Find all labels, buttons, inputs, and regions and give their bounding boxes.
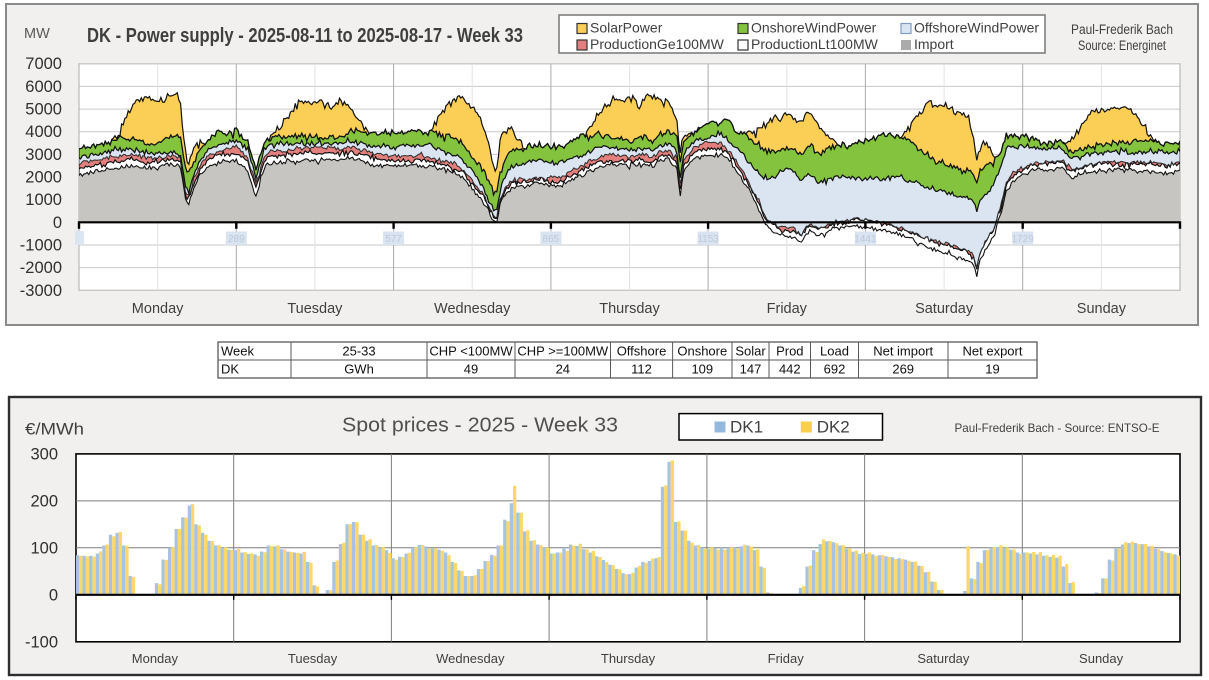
svg-text:4000: 4000 xyxy=(25,123,62,141)
svg-text:Load: Load xyxy=(820,344,849,359)
svg-text:Saturday: Saturday xyxy=(917,651,970,666)
svg-text:Prod: Prod xyxy=(776,344,803,359)
svg-text:25-33: 25-33 xyxy=(342,344,375,359)
svg-text:Tuesday: Tuesday xyxy=(288,651,338,666)
svg-text:Sunday: Sunday xyxy=(1079,651,1124,666)
svg-text:6000: 6000 xyxy=(25,78,62,96)
svg-text:Thursday: Thursday xyxy=(601,651,656,666)
svg-text:Wednesday: Wednesday xyxy=(434,301,511,317)
svg-text:5000: 5000 xyxy=(25,101,62,119)
svg-text:0: 0 xyxy=(53,214,62,232)
svg-text:CHP >=100MW: CHP >=100MW xyxy=(517,344,609,359)
svg-text:DK - Power supply - 2025-08-11: DK - Power supply - 2025-08-11 to 2025-0… xyxy=(87,25,523,47)
svg-text:300: 300 xyxy=(30,445,58,463)
svg-text:3000: 3000 xyxy=(25,146,62,164)
svg-text:49: 49 xyxy=(464,362,478,377)
svg-text:OffshoreWindPower: OffshoreWindPower xyxy=(914,20,1039,36)
svg-text:100: 100 xyxy=(30,539,58,557)
svg-text:Monday: Monday xyxy=(132,301,184,317)
svg-text:DK2: DK2 xyxy=(817,418,850,437)
svg-text:442: 442 xyxy=(779,362,801,377)
svg-text:1000: 1000 xyxy=(25,191,62,209)
svg-text:Week: Week xyxy=(221,344,254,359)
svg-text:GWh: GWh xyxy=(344,362,374,377)
svg-text:MW: MW xyxy=(24,26,50,42)
svg-text:Saturday: Saturday xyxy=(915,301,974,317)
svg-text:2000: 2000 xyxy=(25,169,62,187)
svg-text:147: 147 xyxy=(740,362,762,377)
svg-text:Solar: Solar xyxy=(735,344,766,359)
svg-text:SolarPower: SolarPower xyxy=(590,20,663,36)
svg-text:112: 112 xyxy=(631,362,652,377)
svg-text:Monday: Monday xyxy=(132,651,179,666)
svg-text:OnshoreWindPower: OnshoreWindPower xyxy=(751,20,877,36)
svg-text:Friday: Friday xyxy=(768,651,805,666)
svg-text:1441: 1441 xyxy=(854,234,877,245)
svg-text:Thursday: Thursday xyxy=(599,301,660,317)
svg-text:0: 0 xyxy=(49,586,58,604)
svg-text:ProductionGe100MW: ProductionGe100MW xyxy=(590,36,725,52)
svg-text:1153: 1153 xyxy=(697,234,719,245)
svg-text:Net import: Net import xyxy=(873,344,933,359)
svg-text:289: 289 xyxy=(228,234,245,245)
svg-text:Spot prices - 2025 - Week 33: Spot prices - 2025 - Week 33 xyxy=(342,415,618,437)
svg-text:109: 109 xyxy=(691,362,713,377)
svg-text:24: 24 xyxy=(556,362,570,377)
svg-text:692: 692 xyxy=(824,362,846,377)
svg-text:-100: -100 xyxy=(25,633,58,651)
svg-text:200: 200 xyxy=(30,492,58,510)
svg-text:19: 19 xyxy=(985,362,999,377)
svg-text:269: 269 xyxy=(892,362,914,377)
svg-text:DK1: DK1 xyxy=(730,418,763,437)
svg-text:Onshore: Onshore xyxy=(677,344,727,359)
svg-text:865: 865 xyxy=(543,234,560,245)
svg-text:Wednesday: Wednesday xyxy=(436,651,505,666)
svg-text:Friday: Friday xyxy=(767,301,808,317)
svg-text:7000: 7000 xyxy=(25,55,62,73)
svg-text:DK: DK xyxy=(221,362,239,377)
svg-text:Offshore: Offshore xyxy=(617,344,667,359)
svg-text:Source: Energinet: Source: Energinet xyxy=(1078,38,1166,53)
svg-text:1729: 1729 xyxy=(1012,234,1035,245)
svg-text:577: 577 xyxy=(385,234,402,245)
svg-text:ProductionLt100MW: ProductionLt100MW xyxy=(751,36,879,52)
svg-text:Net export: Net export xyxy=(963,344,1023,359)
svg-text:Sunday: Sunday xyxy=(1077,301,1127,317)
svg-text:Paul-Frederik Bach - Source: E: Paul-Frederik Bach - Source: ENTSO-E xyxy=(955,421,1160,435)
svg-text:-1000: -1000 xyxy=(20,237,62,255)
svg-text:CHP <100MW: CHP <100MW xyxy=(429,344,513,359)
svg-text:Paul-Frederik Bach: Paul-Frederik Bach xyxy=(1071,22,1173,37)
svg-text:Tuesday: Tuesday xyxy=(287,301,343,317)
svg-text:Import: Import xyxy=(914,36,954,52)
svg-text:-3000: -3000 xyxy=(20,282,62,300)
svg-text:€/MWh: €/MWh xyxy=(25,420,84,439)
svg-text:-2000: -2000 xyxy=(20,259,62,277)
